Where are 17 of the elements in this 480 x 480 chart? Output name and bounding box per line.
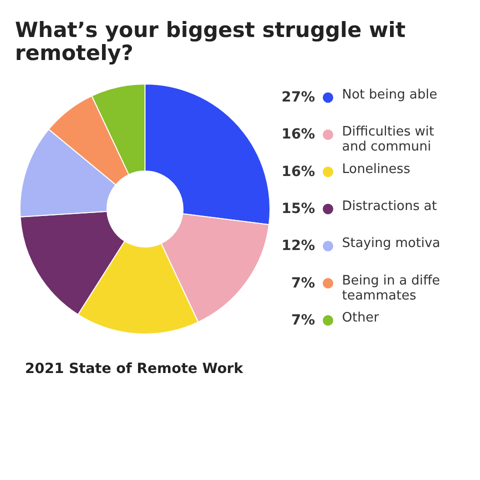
text: remotely? xyxy=(15,41,134,65)
data-label: 7% xyxy=(291,275,315,292)
data-label: 15% xyxy=(281,201,315,217)
data-label: 16% xyxy=(281,126,315,143)
data-label: 12% xyxy=(281,238,315,254)
legend-label: Other xyxy=(342,310,380,326)
legend-label: Distractions at xyxy=(342,199,437,214)
text: What’s your biggest struggle wit xyxy=(15,18,406,42)
legend-label: Loneliness xyxy=(342,162,410,177)
legend-label: Being in a diffe teammates xyxy=(342,273,440,304)
data-label: 27% xyxy=(281,90,315,106)
text: 2021 State of Remote Work xyxy=(25,361,244,377)
legend-label: Staying motiva xyxy=(342,236,440,252)
legend-label: Not being able xyxy=(342,88,438,103)
data-label: 7% xyxy=(291,312,315,328)
data-label: 16% xyxy=(281,164,315,180)
legend-label: Difficulties wit and communi xyxy=(342,124,434,155)
